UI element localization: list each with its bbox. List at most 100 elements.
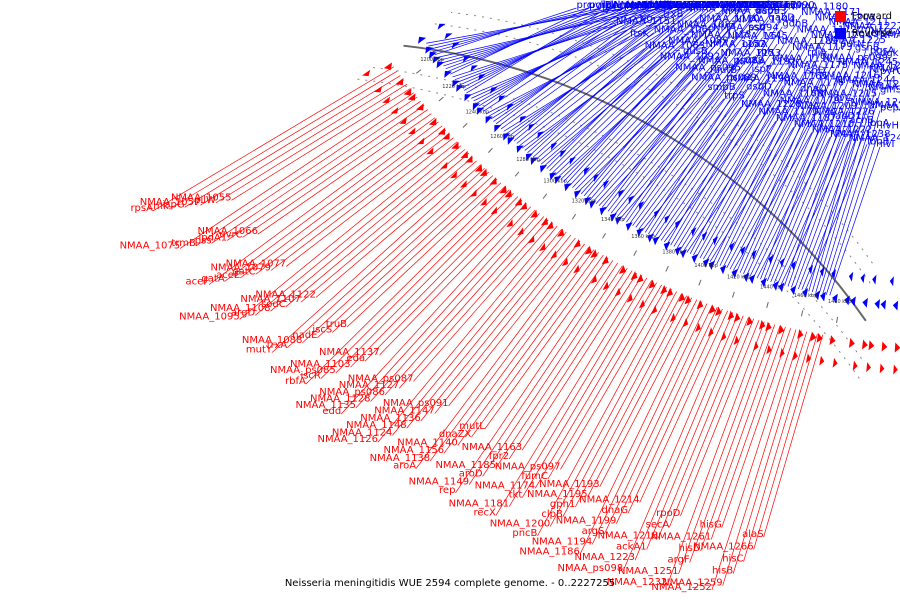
feature-arrow bbox=[792, 350, 798, 361]
gene-label: trxA bbox=[267, 340, 288, 351]
gene-label: glk bbox=[658, 0, 673, 11]
gene-leader bbox=[483, 23, 617, 112]
feature-arrow bbox=[712, 236, 719, 246]
gene-leader bbox=[537, 289, 672, 537]
gene-leader bbox=[560, 7, 737, 180]
gene-leader bbox=[521, 280, 653, 498]
gene-label: edd bbox=[322, 406, 341, 417]
gene-label: ackA1 bbox=[616, 541, 647, 552]
gene-leader bbox=[340, 206, 531, 415]
feature-arrow bbox=[768, 254, 774, 265]
gene-leader bbox=[804, 144, 868, 291]
gene-label: NMAA_ps099 bbox=[822, 53, 888, 64]
gene-leader bbox=[317, 175, 494, 339]
gene-label: NMAA_1095 bbox=[179, 311, 240, 322]
gene-leader bbox=[644, 9, 789, 233]
gene-label: NMAA_1096 bbox=[716, 0, 777, 11]
feature-arrow bbox=[530, 209, 538, 218]
gene-leader bbox=[689, 324, 776, 563]
gene-label: NMAA_1223 bbox=[574, 552, 635, 563]
feature-arrow bbox=[684, 295, 692, 305]
gene-label: NMAA_1138 bbox=[370, 453, 431, 464]
gene-label: NMAA_1163 bbox=[462, 442, 523, 453]
gene-label: pgsA bbox=[870, 46, 895, 57]
gene-leader bbox=[777, 122, 850, 285]
gene-label: NMAA_1081 bbox=[677, 20, 738, 31]
gene-leader bbox=[242, 109, 428, 238]
gene-leader bbox=[490, 7, 670, 120]
feature-arrow bbox=[746, 316, 753, 327]
gene-leader bbox=[787, 53, 871, 287]
feature-arrow bbox=[602, 281, 609, 291]
feature-arrow bbox=[848, 271, 854, 282]
feature-arrow bbox=[479, 168, 487, 176]
gene-leader bbox=[572, 46, 706, 189]
gene-label: NMAA_1227 bbox=[843, 21, 900, 32]
feature-arrow bbox=[503, 133, 511, 141]
gene-label: priB bbox=[682, 0, 702, 11]
scale-tick-label: 1300 kbp bbox=[543, 179, 567, 185]
gene-leader bbox=[305, 186, 506, 385]
scale-tick bbox=[698, 279, 702, 286]
feature-arrow bbox=[494, 125, 502, 133]
feature-arrow bbox=[674, 246, 682, 256]
feature-arrow bbox=[472, 103, 481, 111]
gene-label: fadD1 bbox=[832, 111, 862, 122]
gene-label: NMAA_1249 bbox=[852, 79, 900, 90]
gene-label: lysC bbox=[763, 29, 784, 40]
gene-leader bbox=[592, 55, 721, 203]
gene-label: dgk bbox=[880, 48, 899, 59]
feature-arrow bbox=[820, 291, 826, 302]
gene-label: aroA bbox=[393, 460, 416, 471]
feature-arrow bbox=[852, 360, 858, 371]
gene-leader bbox=[500, 36, 631, 130]
gene-leader bbox=[610, 46, 743, 214]
feature-arrow bbox=[569, 156, 576, 165]
gene-leader bbox=[699, 73, 804, 259]
scale-tick-label: 1200 kbp bbox=[420, 57, 444, 63]
gene-label: rph bbox=[757, 47, 774, 58]
feature-arrow bbox=[460, 150, 468, 159]
gene-label: NMAA_1261 bbox=[651, 531, 712, 542]
gene-label: NMAA_1145 bbox=[727, 31, 788, 42]
scale-tick bbox=[836, 316, 839, 323]
gene-leader bbox=[302, 171, 489, 344]
gene-label: NMAA_1164 bbox=[729, 0, 790, 11]
gene-label: NMAA_1245 bbox=[838, 57, 899, 68]
gene-label: NMAA_1137 bbox=[319, 347, 380, 358]
gene-leader bbox=[332, 178, 498, 333]
scale-tick bbox=[665, 265, 669, 272]
gene-label: zwf bbox=[635, 0, 652, 11]
feature-arrow bbox=[440, 161, 448, 169]
feature-arrow bbox=[819, 355, 825, 366]
gene-label: glnS bbox=[880, 84, 900, 95]
gene-leader bbox=[231, 88, 411, 201]
feature-arrow bbox=[382, 96, 391, 104]
feature-arrow bbox=[879, 363, 885, 374]
gene-label: NMAA_1172 bbox=[796, 25, 857, 36]
feature-arrow bbox=[593, 173, 600, 183]
feature-arrow bbox=[860, 273, 865, 284]
scale-tick-label: 1400 kbp bbox=[694, 263, 718, 269]
feature-arrow bbox=[540, 217, 549, 226]
gene-label: cmk bbox=[148, 201, 169, 212]
gene-leader bbox=[436, 7, 660, 58]
gene-label: trpS bbox=[724, 91, 745, 102]
scale-tick-label: 1340 kbp bbox=[601, 217, 625, 223]
gene-label: NMAA_1267 bbox=[869, 64, 900, 75]
feature-arrow bbox=[766, 344, 772, 355]
gene-leader bbox=[739, 46, 841, 273]
gene-leader bbox=[683, 103, 780, 252]
legend: Forward Reverse bbox=[834, 8, 892, 42]
gene-leader bbox=[195, 96, 418, 247]
feature-arrow bbox=[850, 296, 856, 307]
gene-label: pgl bbox=[646, 0, 661, 11]
scale-tick bbox=[438, 96, 444, 102]
gene-leader bbox=[613, 64, 737, 216]
feature-arrow bbox=[444, 70, 452, 78]
gene-leader bbox=[780, 141, 849, 285]
gene-leader bbox=[549, 291, 677, 527]
feature-arrow bbox=[832, 357, 838, 368]
gene-label: NMAA_ps098 bbox=[557, 563, 623, 574]
gene-label: iscS bbox=[312, 324, 332, 335]
